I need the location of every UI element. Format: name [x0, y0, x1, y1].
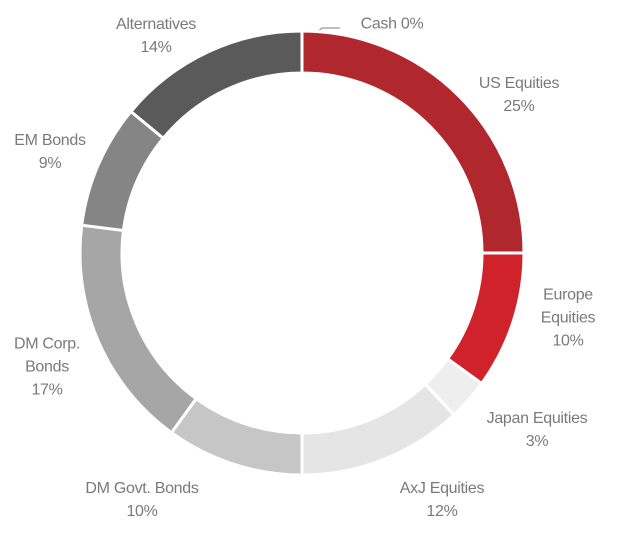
category-label: AxJ Equities — [399, 480, 485, 497]
slice-label: Cash 0% — [361, 13, 424, 36]
donut-slice — [128, 29, 304, 141]
slice-label: Europe Equities 10% — [528, 284, 608, 353]
slice-label: DM Corp. Bonds 17% — [7, 333, 87, 402]
category-label: Europe Equities — [540, 286, 596, 327]
category-label: DM Corp. Bonds — [13, 335, 81, 376]
donut-slice — [300, 382, 457, 477]
donut-slice — [169, 396, 304, 477]
value-label: 10% — [552, 332, 584, 350]
value-label: 9% — [38, 155, 62, 172]
value-label: 10% — [126, 503, 158, 520]
category-label: Japan Equities — [486, 410, 588, 427]
category-label: Cash — [360, 15, 397, 33]
donut-slice — [300, 29, 526, 255]
category-label: US Equities — [478, 75, 560, 92]
value-label: 3% — [525, 433, 549, 450]
donut-slice — [78, 223, 199, 435]
value-label: 25% — [503, 98, 535, 115]
slice-label: US Equities 25% — [478, 72, 560, 118]
slice-label: Japan Equities 3% — [487, 407, 588, 453]
value-label: 17% — [31, 381, 63, 399]
category-label: DM Govt. Bonds — [85, 480, 199, 497]
slice-label: AxJ Equities 12% — [399, 477, 485, 523]
value-label: 14% — [140, 39, 172, 56]
value-label: 12% — [426, 503, 458, 520]
donut-slice — [445, 251, 526, 386]
slice-label: DM Govt. Bonds 10% — [85, 477, 198, 523]
value-label: 0% — [400, 15, 424, 33]
category-label: EM Bonds — [14, 132, 86, 149]
slice-label: EM Bonds 9% — [14, 129, 86, 175]
slice-label: Alternatives 14% — [116, 13, 196, 59]
category-label: Alternatives — [116, 16, 196, 33]
